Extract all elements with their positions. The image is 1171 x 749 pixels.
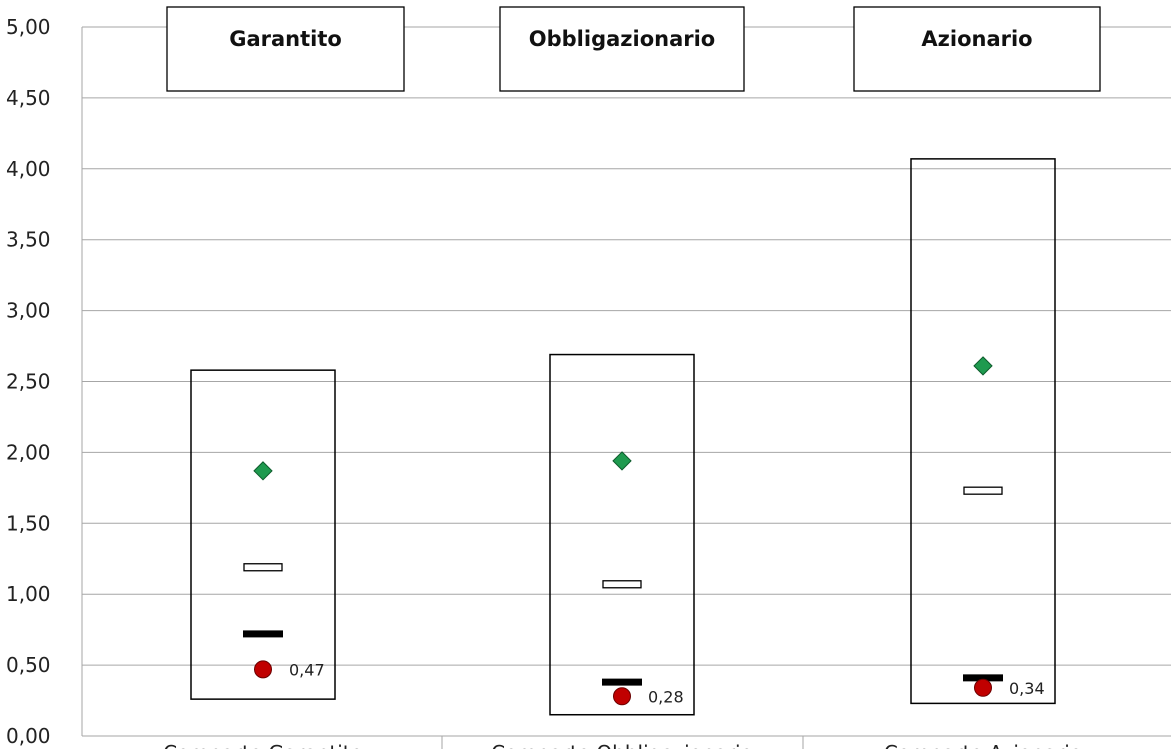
y-tick-label: 0,00	[6, 724, 51, 748]
circle-data-label: 0,47	[289, 660, 325, 679]
category-title: Azionario	[921, 27, 1032, 51]
y-tick-label: 0,50	[6, 653, 51, 677]
range-box	[549, 353, 695, 716]
x-category-label: Comparto Garantito	[163, 741, 363, 749]
category-title-box	[853, 6, 1101, 92]
y-tick-label: 3,00	[6, 299, 51, 323]
circle-data-label: 0,34	[1009, 679, 1045, 698]
black-marker	[243, 630, 283, 638]
y-tick-label: 1,00	[6, 582, 51, 606]
category-title-box	[166, 6, 405, 92]
black-marker	[602, 678, 642, 686]
range-boxes	[190, 158, 1056, 716]
circle-marker	[613, 687, 631, 706]
y-tick-label: 2,50	[6, 370, 51, 394]
diamond-marker	[253, 461, 273, 481]
y-tick-label: 4,50	[6, 86, 51, 110]
category-title: Garantito	[229, 27, 342, 51]
y-tick-label: 3,50	[6, 228, 51, 252]
category-title-box	[499, 6, 745, 92]
x-category-label: Comparto Obbligazionario	[491, 741, 753, 749]
white-marker	[243, 563, 283, 572]
white-marker	[602, 580, 642, 589]
diamond-marker	[973, 356, 993, 376]
y-tick-label: 2,00	[6, 440, 51, 464]
circle-marker	[254, 660, 272, 679]
range-box	[910, 158, 1056, 705]
category-title: Obbligazionario	[529, 27, 715, 51]
range-box	[190, 369, 336, 700]
circle-marker	[974, 678, 992, 697]
markers: 0,47 0,28 0,34	[243, 356, 1045, 706]
x-axis-labels: Comparto Garantito Comparto Obbligazionar…	[163, 741, 1082, 749]
y-tick-label: 5,00	[6, 15, 51, 39]
y-axis-ticks: 0,00 0,50 1,00 1,50 2,00 2,50 3,00 3,50 4,00 4,50…	[6, 15, 51, 748]
x-category-label: Comparto Azionario	[884, 741, 1082, 749]
category-title-boxes: Garantito Obbligazionario Azionario	[166, 6, 1101, 92]
diamond-marker	[612, 451, 632, 471]
black-marker	[963, 674, 1003, 682]
y-tick-label: 4,00	[6, 157, 51, 181]
white-marker	[963, 486, 1003, 495]
y-tick-label: 1,50	[6, 511, 51, 535]
gridlines	[81, 26, 1171, 749]
circle-data-label: 0,28	[648, 687, 684, 706]
